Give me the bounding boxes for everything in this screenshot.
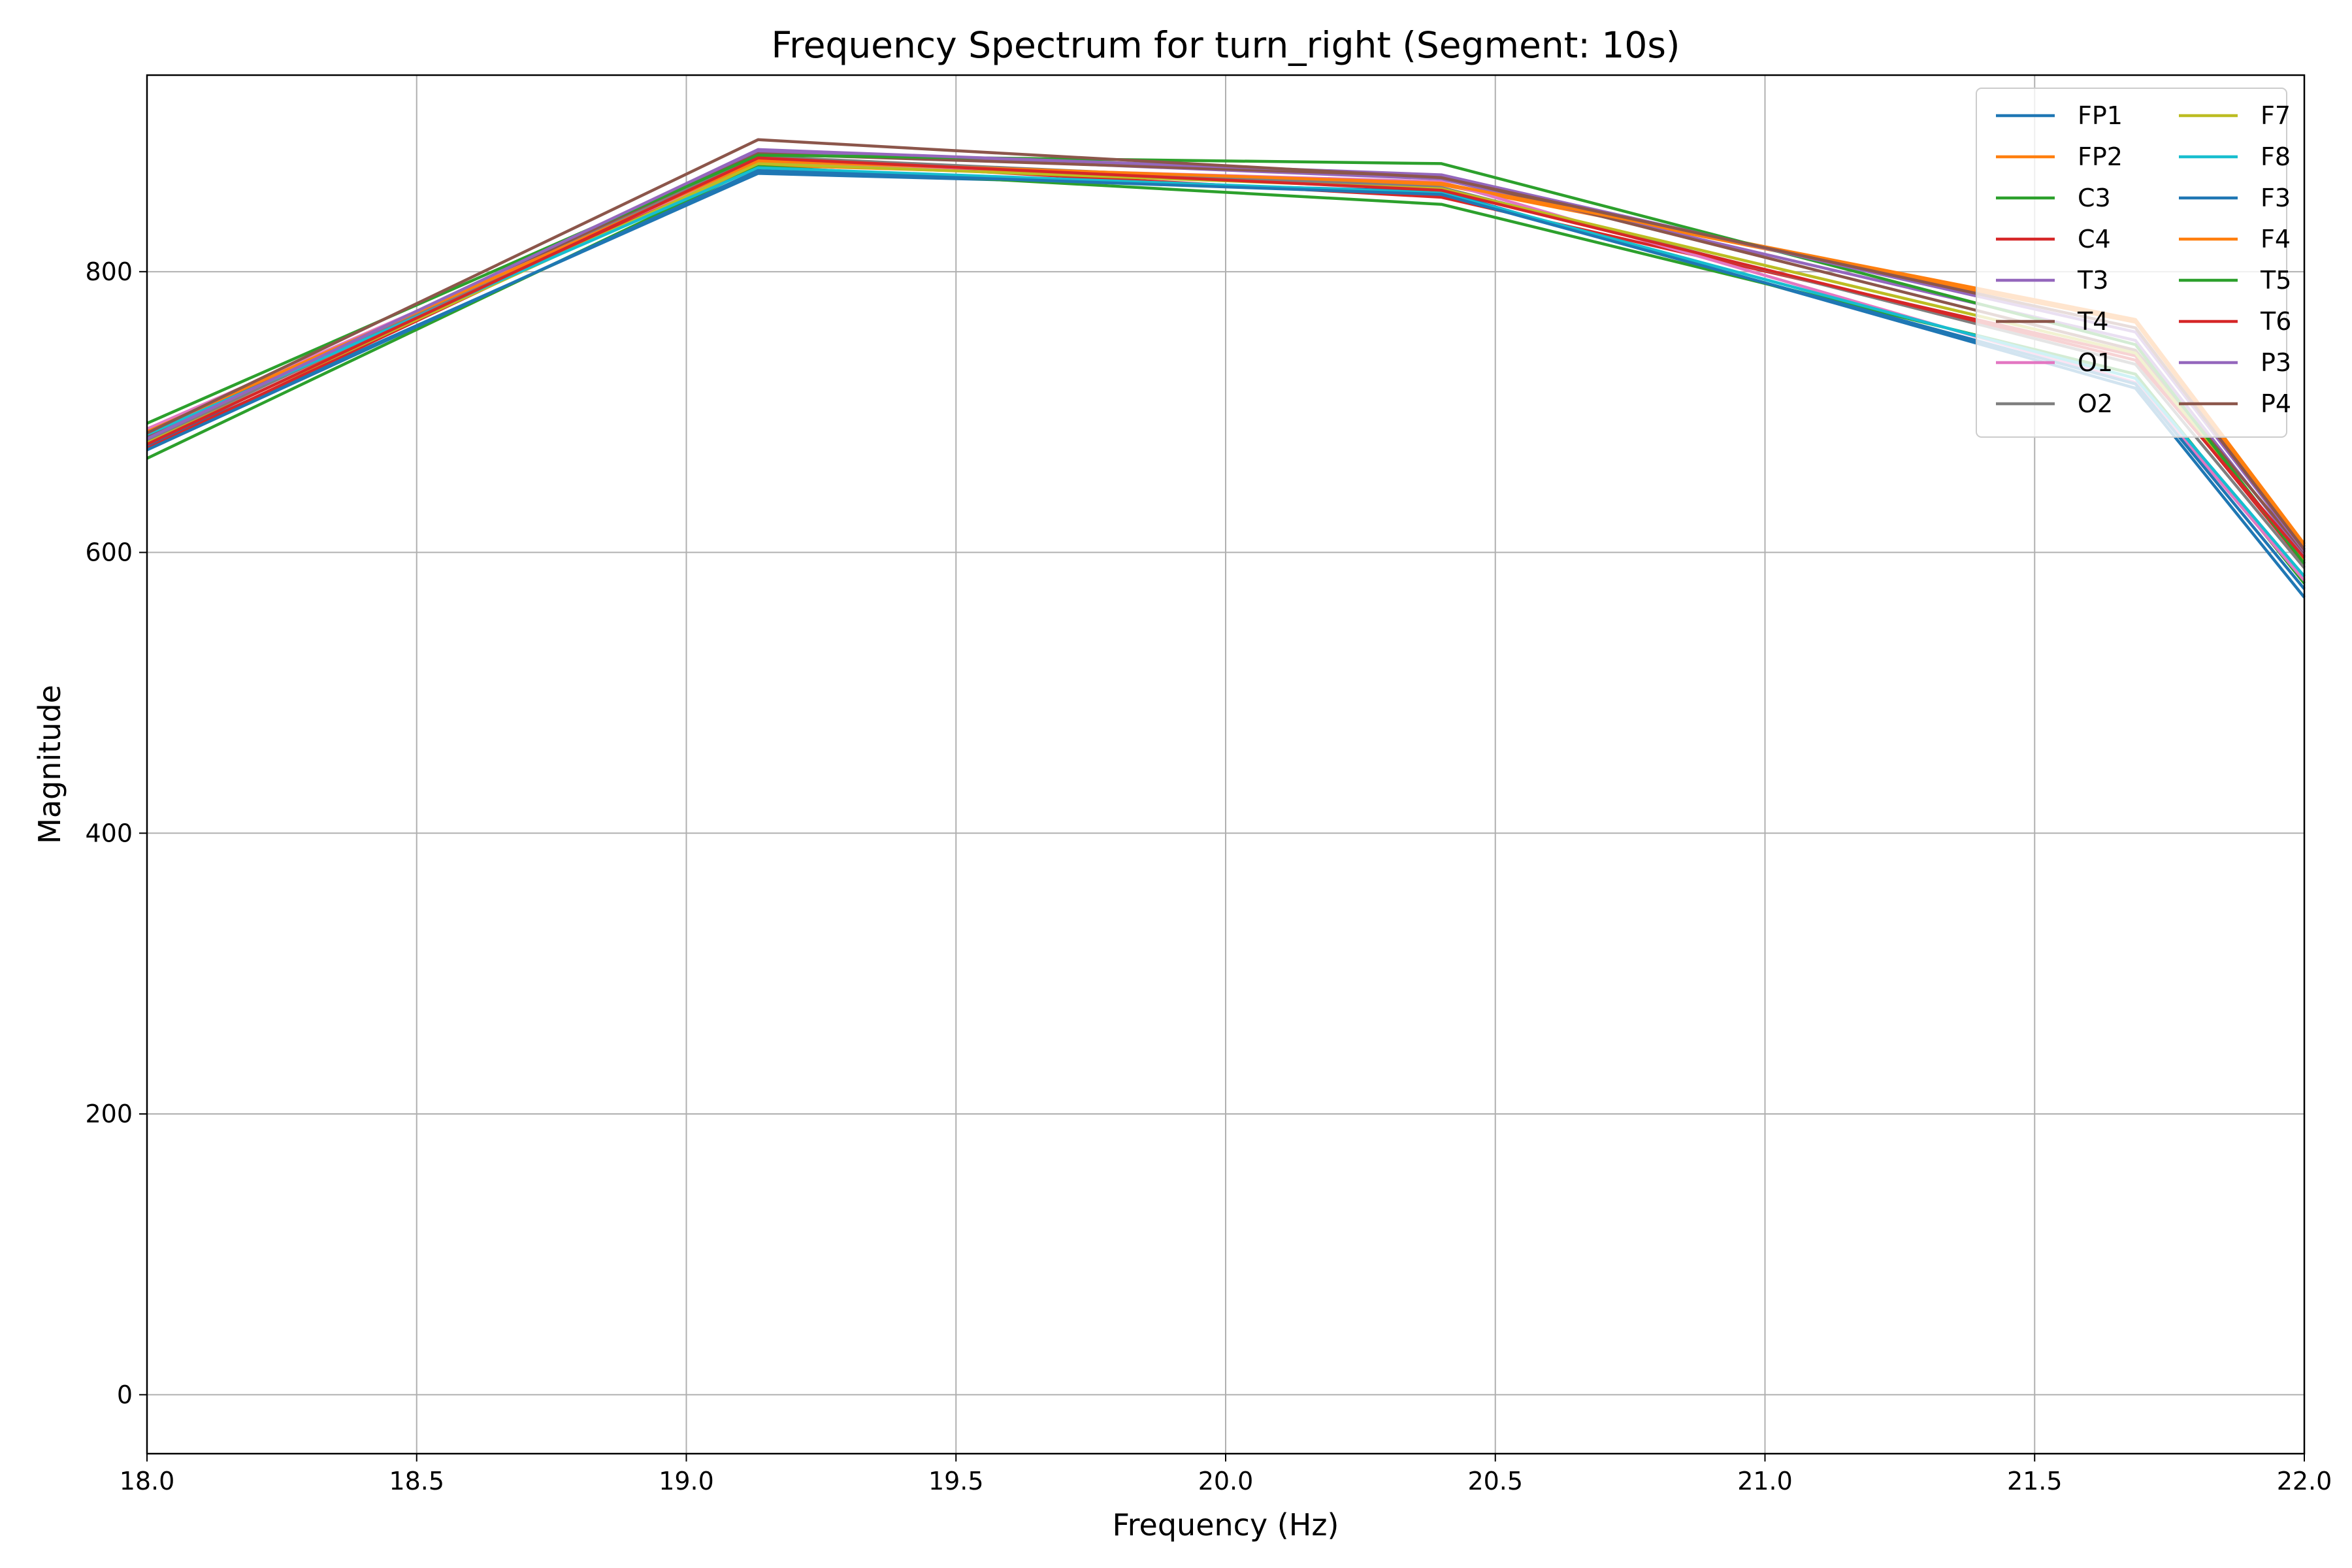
legend-label-f7: F7 [2261,101,2291,130]
legend-label-t6: T6 [2260,307,2291,336]
legend-label-fp1: FP1 [2078,101,2123,130]
x-tick-label: 18.0 [120,1467,175,1495]
y-tick-label: 600 [85,538,133,567]
legend-label-f4: F4 [2261,225,2291,253]
y-tick-label: 200 [85,1100,133,1128]
legend-label-c3: C3 [2078,184,2111,212]
legend-box [1976,88,2287,438]
series-line-f3 [146,169,2306,590]
x-tick-label: 20.0 [1198,1467,1254,1495]
legend-label-f3: F3 [2261,184,2291,212]
plot-frame [146,74,2306,1455]
x-axis-label: Frequency (Hz) [1113,1507,1339,1543]
y-tick-label: 400 [85,819,133,847]
x-tick-label: 19.5 [928,1467,984,1495]
x-tick-label: 19.0 [659,1467,714,1495]
legend-label-o2: O2 [2078,389,2113,418]
ticks: 18.0 18.5 19.0 19.5 20.0 20.5 21.0 21.5 22.0 0 200… [85,257,2332,1495]
legend-label-p3: P3 [2261,348,2291,377]
legend-label-fp2: FP2 [2078,142,2123,171]
y-tick-label: 0 [117,1380,133,1409]
legend-label-f8: F8 [2261,142,2291,171]
legend-label-p4: P4 [2261,389,2291,418]
legend-label-t4: T4 [2077,307,2108,336]
legend: FP1 FP2 C3 C4 T3 T4 O1 O2 F7 F8 F3 F4 T5 T6 P3 P4 [1976,88,2291,438]
legend-label-c4: C4 [2078,225,2111,253]
x-tick-label: 21.5 [2007,1467,2063,1495]
x-tick-label: 22.0 [2277,1467,2332,1495]
x-tick-label: 18.5 [389,1467,444,1495]
x-tick-label: 21.0 [1737,1467,1793,1495]
legend-label-o1: O1 [2078,348,2113,377]
y-tick-label: 800 [85,257,133,286]
y-axis-label: Magnitude [32,685,67,844]
legend-label-t5: T5 [2260,266,2291,295]
chart-title: Frequency Spectrum for turn_right (Segme… [772,24,1680,66]
x-tick-label: 20.5 [1467,1467,1523,1495]
legend-label-t3: T3 [2077,266,2108,295]
